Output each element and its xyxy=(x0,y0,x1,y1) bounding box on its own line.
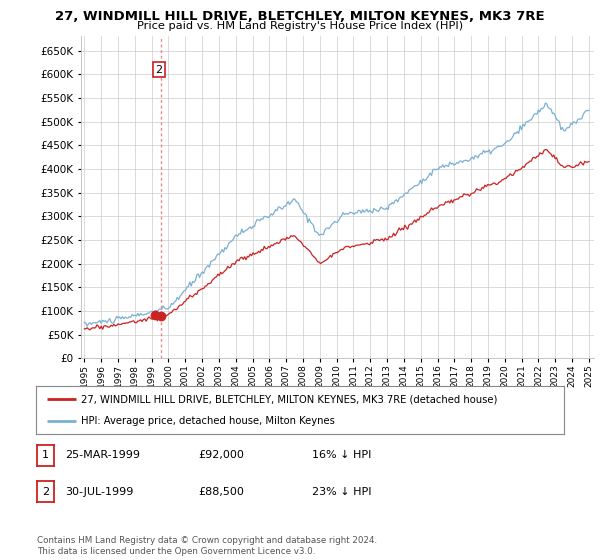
Text: 2: 2 xyxy=(155,64,163,74)
Text: £92,000: £92,000 xyxy=(198,450,244,460)
Text: Price paid vs. HM Land Registry's House Price Index (HPI): Price paid vs. HM Land Registry's House … xyxy=(137,21,463,31)
Text: £88,500: £88,500 xyxy=(198,487,244,497)
Text: 27, WINDMILL HILL DRIVE, BLETCHLEY, MILTON KEYNES, MK3 7RE (detached house): 27, WINDMILL HILL DRIVE, BLETCHLEY, MILT… xyxy=(81,394,497,404)
Text: 30-JUL-1999: 30-JUL-1999 xyxy=(65,487,133,497)
Text: 27, WINDMILL HILL DRIVE, BLETCHLEY, MILTON KEYNES, MK3 7RE: 27, WINDMILL HILL DRIVE, BLETCHLEY, MILT… xyxy=(55,10,545,23)
Text: 2: 2 xyxy=(42,487,49,497)
Text: 16% ↓ HPI: 16% ↓ HPI xyxy=(312,450,371,460)
Text: 25-MAR-1999: 25-MAR-1999 xyxy=(65,450,140,460)
Text: 23% ↓ HPI: 23% ↓ HPI xyxy=(312,487,371,497)
Text: Contains HM Land Registry data © Crown copyright and database right 2024.
This d: Contains HM Land Registry data © Crown c… xyxy=(37,536,377,556)
Text: HPI: Average price, detached house, Milton Keynes: HPI: Average price, detached house, Milt… xyxy=(81,416,335,426)
Text: 1: 1 xyxy=(42,450,49,460)
